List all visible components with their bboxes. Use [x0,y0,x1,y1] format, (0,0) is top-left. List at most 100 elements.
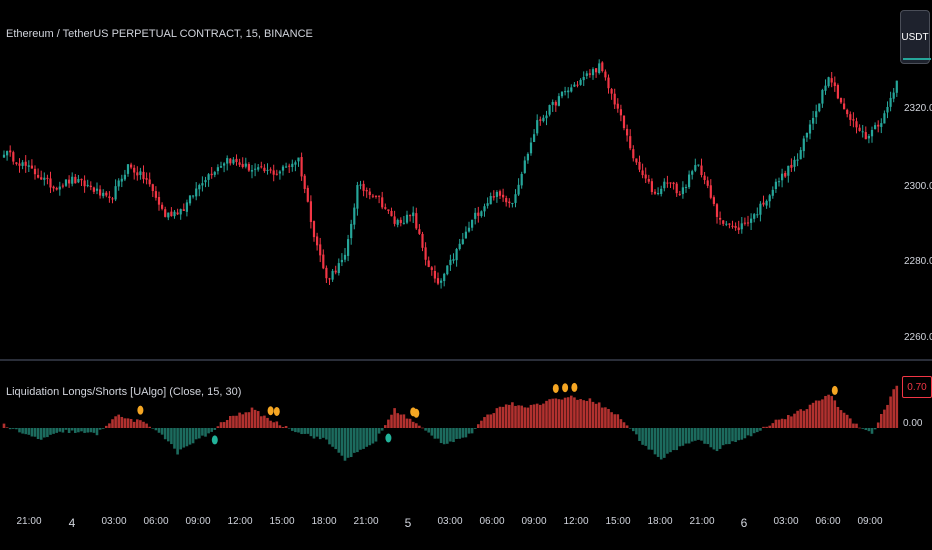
candle-body [545,115,548,119]
candle [836,83,839,100]
candle [489,192,492,205]
candle [514,189,517,208]
candle [607,74,610,94]
candle [254,163,257,177]
candle [520,171,523,189]
short-liquidation-marker [211,435,218,445]
histogram-bar [67,428,71,433]
candle-body [616,103,619,109]
candle-body [768,195,771,202]
candle-body [151,184,154,192]
histogram-bar [303,428,306,434]
candle-body [861,131,864,133]
candle [638,155,641,173]
long-liquidation-marker [137,405,144,415]
candle-body [374,195,378,197]
candle-body [691,171,694,175]
candle [719,211,722,225]
candle-body [285,166,288,168]
histogram-bar [734,428,737,443]
candle [889,91,892,112]
histogram-bar [464,428,468,438]
time-tick: 12:00 [227,516,253,527]
histogram-bar [514,405,517,428]
candle-body [173,211,176,217]
histogram-bar [675,428,678,451]
histogram-bar [554,398,558,428]
histogram-bar [585,400,589,428]
candle [278,170,281,180]
candle [824,79,827,95]
candle-body [74,176,77,184]
candle [402,216,405,225]
histogram-bar [712,428,716,450]
histogram-bar [802,410,806,428]
candle-body [870,129,874,137]
histogram-bar [632,428,635,432]
candle [216,164,219,175]
candle-body [133,167,136,173]
candle-body [551,102,554,105]
histogram-bar [142,421,145,428]
candle [877,120,880,133]
candle [709,179,712,200]
indicator-title: Liquidation Longs/Shorts [UAlgo] (Close,… [6,386,242,398]
candle-body [347,239,350,256]
candle-body [111,198,114,200]
histogram-bar [77,428,80,433]
candle [182,203,185,212]
histogram-bar [619,419,623,428]
candle-body [830,78,833,83]
histogram-bar [117,414,120,428]
histogram-bar [371,428,375,444]
candle [697,164,700,167]
candle-body [641,170,644,176]
candle [198,183,201,197]
candle-body [461,239,464,245]
candle-body [539,119,542,121]
candle-body [653,191,657,194]
candle [219,161,223,168]
histogram-bar [390,414,393,428]
histogram-bar [811,402,815,428]
candle [130,162,133,170]
candle-body [672,182,675,185]
candle [799,147,802,160]
candle-body [157,197,161,205]
histogram-bar [721,428,725,446]
histogram-bar [759,428,762,431]
candle-body [626,128,629,136]
candle [688,170,691,189]
candle [666,175,669,188]
currency-button[interactable]: USDT [900,10,930,64]
candle [567,87,570,99]
histogram-bar [325,428,328,440]
candle [312,220,316,242]
candle [170,207,173,217]
candle-body [446,265,449,275]
histogram-bar [861,428,864,429]
candle [641,163,644,179]
candle [77,174,80,184]
histogram-bar [101,428,105,429]
candle [102,189,105,199]
histogram-bar [70,428,74,431]
candle-body [123,174,126,180]
candle-body [709,185,712,198]
histogram-bar [111,419,114,428]
candle [390,207,393,217]
histogram-bar [495,408,499,428]
candle-body [6,151,9,156]
candle [176,208,179,216]
candle-body [743,222,746,224]
histogram-bar [535,403,539,428]
histogram-bar [418,425,421,428]
histogram-bar [591,401,595,428]
histogram-bar [312,428,316,439]
candle [89,181,92,191]
candle [725,220,728,227]
histogram-bar [622,422,626,428]
candle-body [64,179,68,186]
candle-body [378,195,381,197]
